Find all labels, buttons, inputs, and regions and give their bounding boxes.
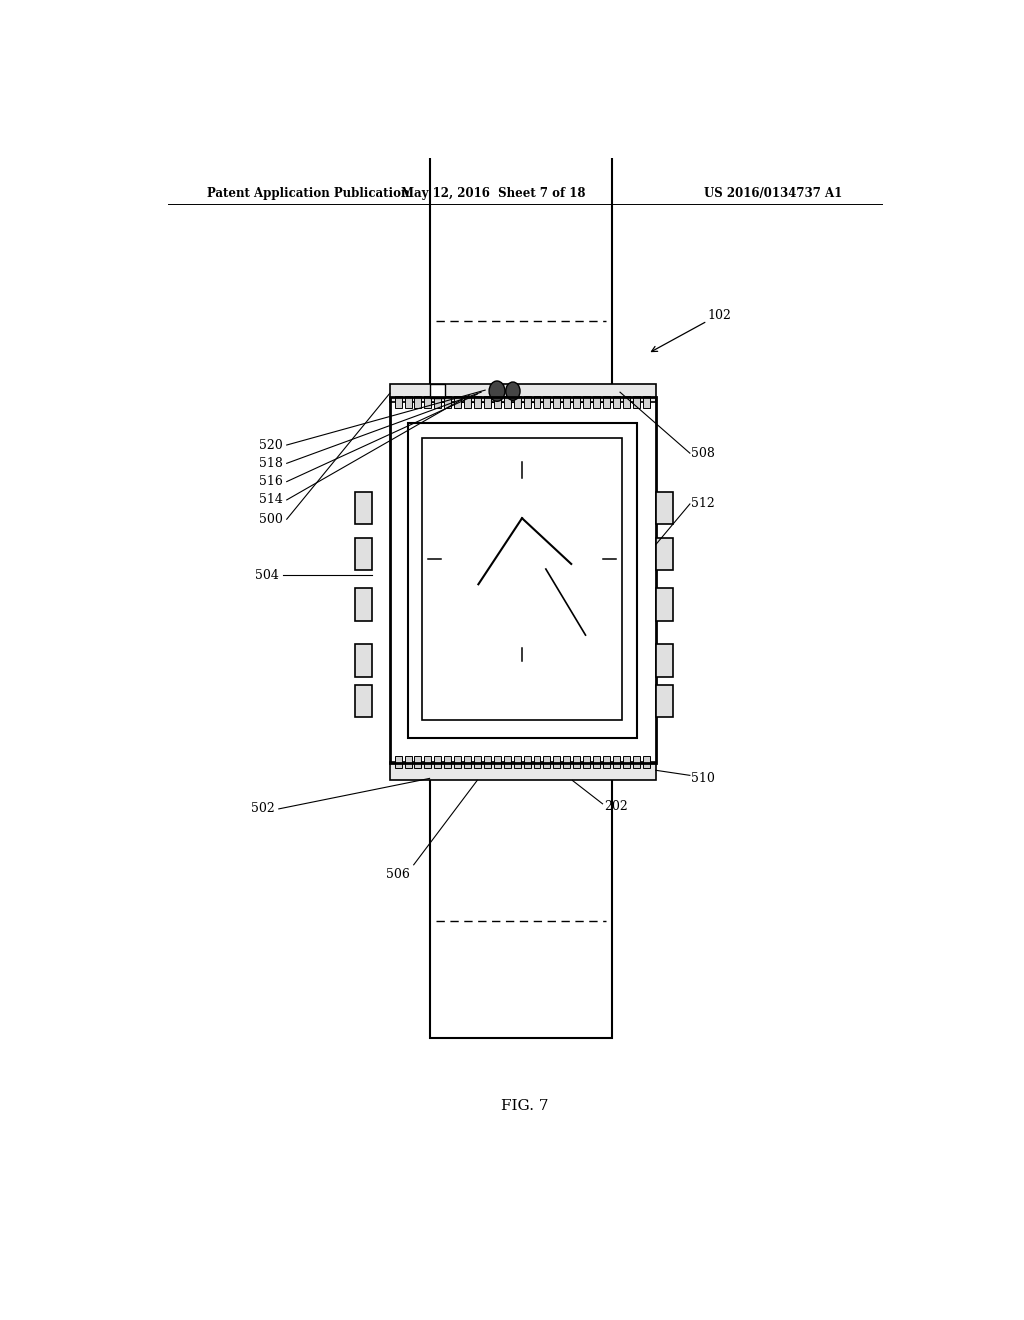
Bar xyxy=(484,396,490,408)
Bar xyxy=(633,396,640,408)
Bar xyxy=(484,756,490,768)
Bar xyxy=(455,396,461,408)
Text: 516: 516 xyxy=(259,475,283,488)
Bar xyxy=(404,756,412,768)
Text: 520: 520 xyxy=(259,438,283,451)
Bar xyxy=(422,438,623,721)
Bar xyxy=(424,756,431,768)
Bar xyxy=(504,756,511,768)
Text: 518: 518 xyxy=(259,457,283,470)
Bar xyxy=(643,396,649,408)
Bar xyxy=(553,396,560,408)
Bar xyxy=(583,756,590,768)
Text: 508: 508 xyxy=(691,446,716,459)
Text: 504: 504 xyxy=(255,569,279,582)
Bar xyxy=(655,685,673,718)
Text: 202: 202 xyxy=(604,800,628,813)
Bar xyxy=(390,384,655,403)
Bar xyxy=(494,756,501,768)
Bar xyxy=(623,396,630,408)
Bar xyxy=(544,396,550,408)
Bar xyxy=(544,756,550,768)
Bar xyxy=(355,492,373,524)
Bar xyxy=(593,756,600,768)
Text: 512: 512 xyxy=(691,498,715,511)
Bar xyxy=(355,644,373,677)
Bar xyxy=(573,756,581,768)
Bar xyxy=(404,396,412,408)
Bar xyxy=(573,396,581,408)
Bar xyxy=(474,396,481,408)
Bar xyxy=(430,779,612,1038)
Bar xyxy=(394,396,401,408)
Bar xyxy=(613,756,620,768)
Bar xyxy=(553,756,560,768)
Bar xyxy=(415,756,422,768)
Bar xyxy=(434,756,441,768)
Bar xyxy=(655,644,673,677)
Bar xyxy=(390,397,655,763)
Bar xyxy=(394,756,401,768)
Bar xyxy=(430,384,445,399)
Bar xyxy=(643,756,649,768)
Bar xyxy=(474,756,481,768)
Text: 506: 506 xyxy=(386,869,410,882)
Bar xyxy=(655,492,673,524)
Bar xyxy=(603,396,610,408)
Text: May 12, 2016  Sheet 7 of 18: May 12, 2016 Sheet 7 of 18 xyxy=(400,187,586,201)
Text: Patent Application Publication: Patent Application Publication xyxy=(207,187,410,201)
Bar xyxy=(655,537,673,570)
Bar xyxy=(523,756,530,768)
Bar xyxy=(514,396,520,408)
Text: US 2016/0134737 A1: US 2016/0134737 A1 xyxy=(703,187,842,201)
Bar xyxy=(355,537,373,570)
Bar xyxy=(655,589,673,620)
Bar xyxy=(430,98,612,403)
Bar xyxy=(355,685,373,718)
Text: 514: 514 xyxy=(259,494,283,507)
Bar xyxy=(464,756,471,768)
Bar xyxy=(390,762,655,780)
Bar xyxy=(444,756,452,768)
Bar xyxy=(424,396,431,408)
Text: FIG. 7: FIG. 7 xyxy=(501,1098,549,1113)
Bar xyxy=(563,756,570,768)
Bar xyxy=(355,589,373,620)
Bar xyxy=(613,396,620,408)
Bar xyxy=(415,396,422,408)
Text: 510: 510 xyxy=(691,772,716,785)
Bar xyxy=(409,422,637,738)
Text: 502: 502 xyxy=(251,803,274,816)
Circle shape xyxy=(506,381,520,400)
Text: 102: 102 xyxy=(708,309,731,322)
Bar xyxy=(534,756,541,768)
Bar xyxy=(523,396,530,408)
Bar xyxy=(633,756,640,768)
Circle shape xyxy=(489,381,505,401)
Bar xyxy=(534,396,541,408)
Bar xyxy=(603,756,610,768)
Bar xyxy=(504,396,511,408)
Bar xyxy=(444,396,452,408)
Bar xyxy=(514,756,520,768)
Bar xyxy=(494,396,501,408)
Bar xyxy=(464,396,471,408)
Bar xyxy=(593,396,600,408)
Bar xyxy=(563,396,570,408)
Bar xyxy=(434,396,441,408)
Bar xyxy=(455,756,461,768)
Text: 500: 500 xyxy=(259,512,283,525)
Bar xyxy=(583,396,590,408)
Bar xyxy=(623,756,630,768)
